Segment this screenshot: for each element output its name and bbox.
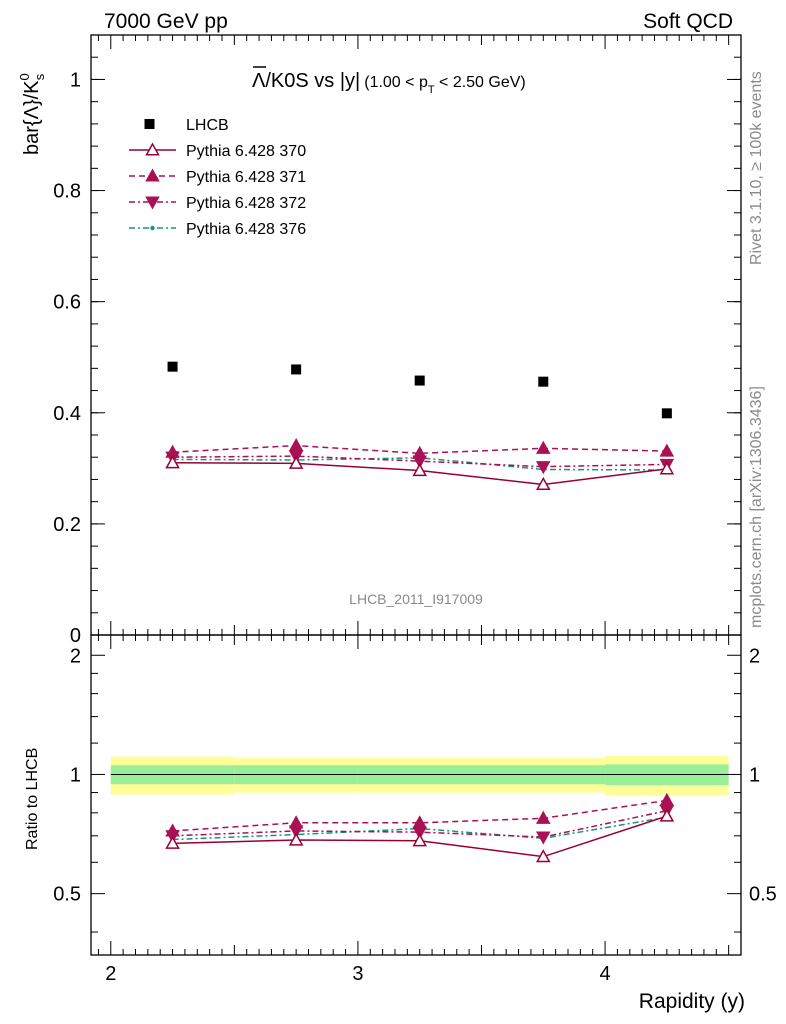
ratio-y-tick-label: 2 — [70, 645, 81, 667]
y-tick-label: 0.2 — [53, 514, 81, 536]
chart-title: Λ/K0S vs |y| (1.00 < pT < 2.50 GeV) — [252, 70, 526, 96]
y-tick-label: 0.8 — [53, 181, 81, 203]
series-point — [536, 440, 551, 454]
ratio-y-tick-label-right: 1 — [749, 764, 760, 786]
series-point — [288, 455, 304, 469]
series-point — [536, 461, 551, 475]
ratio-series-point — [288, 815, 304, 829]
ratio-y-tick-label: 1 — [70, 764, 81, 786]
series-point — [412, 463, 427, 477]
data-point — [167, 361, 178, 372]
series-point — [412, 445, 427, 459]
legend-label: Pythia 6.428 372 — [186, 195, 306, 212]
y-axis-label: bar{Λ}/K0s — [17, 73, 47, 155]
ratio-y-tick-label-right: 0.5 — [749, 884, 777, 906]
series-point — [659, 461, 675, 475]
legend-marker-data — [144, 119, 155, 129]
series-point — [165, 455, 180, 469]
legend-marker — [145, 168, 160, 182]
ratio-series-point — [536, 831, 551, 845]
header-left-label: 7000 GeV pp — [104, 10, 228, 33]
side-label-rivet: Rivet 3.1.10, ≥ 100k events — [748, 71, 765, 265]
legend-label: Pythia 6.428 370 — [186, 143, 306, 160]
data-point — [538, 376, 549, 387]
legend-marker — [145, 196, 160, 210]
series-point — [536, 476, 551, 490]
series-point — [659, 443, 675, 457]
side-label-mcplots: mcplots.cern.ch [arXiv:1306.3436] — [748, 386, 765, 628]
ratio-series-point — [412, 833, 427, 847]
ratio-series-point — [536, 810, 551, 824]
ratio-series-point — [659, 792, 675, 806]
ratio-series-point — [165, 835, 180, 849]
ratio-series-point — [412, 815, 427, 829]
ratio-plot-frame — [90, 634, 742, 956]
y-tick-label: 0 — [70, 625, 81, 647]
legend-label-data: LHCB — [186, 117, 229, 134]
series-line — [172, 444, 667, 455]
data-point — [661, 408, 672, 419]
series-point — [288, 438, 304, 452]
legend-marker — [150, 225, 155, 231]
y-tick-label: 0.4 — [53, 403, 81, 425]
y-tick-label: 1 — [70, 69, 81, 91]
y-tick-label: 0.6 — [53, 292, 81, 314]
x-tick-label: 2 — [105, 963, 116, 985]
ratio-series-point — [659, 808, 675, 822]
data-point — [291, 364, 302, 375]
legend-label: Pythia 6.428 371 — [186, 169, 306, 186]
x-tick-label: 3 — [352, 963, 363, 985]
x-tick-label: 4 — [600, 963, 611, 985]
ratio-series-line — [172, 799, 667, 832]
ratio-y-tick-label: 0.5 — [53, 884, 81, 906]
x-axis-label: Rapidity (y) — [639, 990, 745, 1013]
legend-label: Pythia 6.428 376 — [186, 221, 306, 238]
data-point — [414, 375, 425, 386]
ratio-series-point — [288, 832, 304, 846]
header-right-label: Soft QCD — [643, 10, 733, 33]
ratio-y-axis-label: Ratio to LHCB — [24, 748, 41, 850]
ratio-series-point — [536, 849, 551, 863]
ratio-y-tick-label-right: 2 — [749, 645, 760, 667]
ratio-series-point — [165, 823, 180, 837]
analysis-watermark: LHCB_2011_I917009 — [349, 591, 483, 607]
legend-marker — [145, 142, 160, 156]
